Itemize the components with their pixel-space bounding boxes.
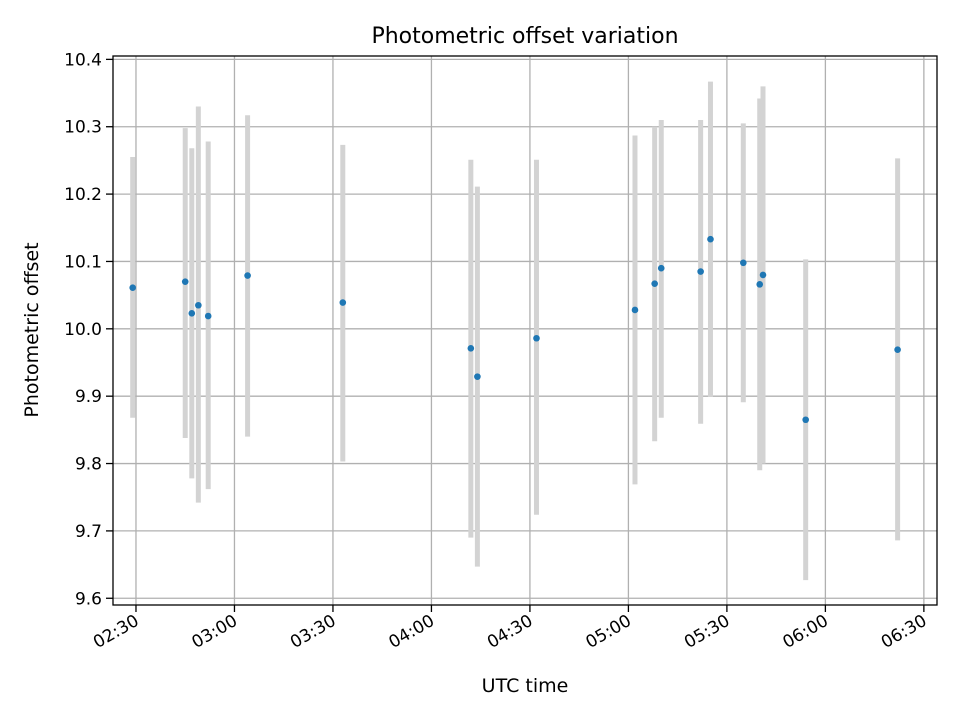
x-axis-label: UTC time <box>482 675 569 697</box>
data-point <box>195 301 202 309</box>
data-point <box>188 310 196 317</box>
y-axis-label: Photometric offset <box>21 242 43 417</box>
x-axis-ticks: 02:30 03:00 03:30 04:00 04:30 05:00 05:30 06:00… <box>90 605 930 653</box>
plot-frame <box>112 55 938 606</box>
data-point <box>339 299 347 306</box>
data-point <box>651 280 658 287</box>
y-tick-label: 10.4 <box>64 50 102 70</box>
y-axis-ticks: 9.6 9.7 9.8 9.9 10.0 10.1 10.2 10.3 10.4 <box>64 50 113 609</box>
x-tick-label: 06:30 <box>878 611 930 653</box>
y-tick-label: 10.2 <box>64 185 102 205</box>
data-point <box>802 416 809 424</box>
data-point <box>707 235 714 243</box>
data-point <box>129 284 136 292</box>
data-point <box>756 281 764 288</box>
data-point <box>631 306 639 314</box>
x-tick-label: 06:00 <box>779 611 831 653</box>
y-tick-label: 9.7 <box>75 522 102 542</box>
y-tick-label: 10.3 <box>64 118 102 138</box>
y-tick-label: 10.0 <box>64 320 102 340</box>
data-point <box>474 373 481 380</box>
y-tick-label: 10.1 <box>64 252 102 272</box>
error-bars <box>130 81 901 581</box>
x-tick-label: 03:30 <box>287 611 339 653</box>
data-point <box>204 312 212 320</box>
data-points <box>129 235 901 424</box>
x-tick-label: 04:30 <box>484 611 536 653</box>
x-tick-label: 05:30 <box>681 611 733 653</box>
data-point <box>759 271 767 279</box>
x-tick-label: 02:30 <box>90 611 142 653</box>
data-point <box>533 334 540 342</box>
chart-title: Photometric offset variation <box>371 24 678 49</box>
data-point <box>657 264 665 272</box>
x-tick-label: 05:00 <box>582 611 634 653</box>
data-point <box>181 278 189 285</box>
y-tick-label: 9.6 <box>75 589 102 609</box>
data-point <box>894 346 901 353</box>
x-tick-label: 04:00 <box>386 611 438 653</box>
y-tick-label: 9.9 <box>75 387 102 407</box>
x-tick-label: 03:00 <box>189 611 241 653</box>
data-point <box>740 259 747 267</box>
data-point <box>697 268 704 275</box>
y-tick-label: 9.8 <box>75 455 102 475</box>
data-point <box>244 272 251 279</box>
grid <box>113 56 937 605</box>
data-point <box>467 345 475 352</box>
